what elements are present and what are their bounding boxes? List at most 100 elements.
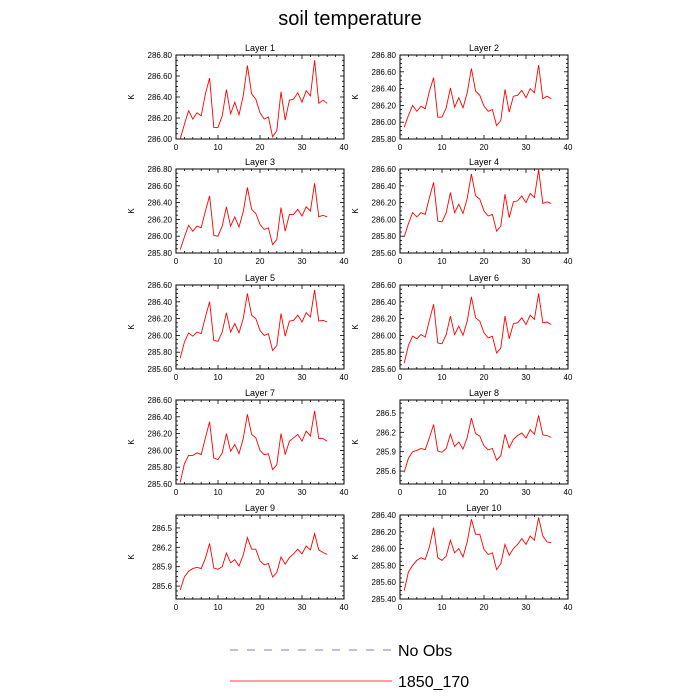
panel-2-ytick-label: 286.40	[372, 85, 397, 94]
panel-7-ytick-label: 286.20	[148, 430, 173, 439]
panel-1-xtick-label: 10	[214, 143, 223, 152]
panel-9-ylabel: K	[127, 554, 136, 560]
panel-7-ytick-label: 285.80	[148, 463, 173, 472]
panel-9-xtick-label: 40	[340, 603, 349, 612]
panel-8-xtick-label: 40	[564, 488, 573, 497]
panel-8-ytick-label: 286.5	[376, 409, 397, 418]
panel-2-ytick-label: 285.80	[372, 135, 397, 144]
panel-8-xtick-label: 30	[522, 488, 531, 497]
panel-5-xtick-label: 10	[214, 373, 223, 382]
panel-7-ytick-label: 286.00	[148, 446, 173, 455]
panel-9-title: Layer 9	[245, 503, 275, 513]
panel-8-xtick-label: 0	[398, 488, 403, 497]
panel-9-xtick-label: 20	[256, 603, 265, 612]
panel-1-title: Layer 1	[245, 43, 275, 53]
panel-7-series-line	[179, 410, 328, 483]
panel-10-series-line	[403, 517, 552, 591]
panel-8-ylabel: K	[351, 439, 360, 445]
panel-6-ytick-label: 286.40	[372, 298, 397, 307]
panel-3-frame	[175, 168, 345, 254]
panel-9-ytick-label: 285.6	[152, 582, 173, 591]
panel-5-ylabel: K	[127, 324, 136, 330]
panel-5-title: Layer 5	[245, 273, 275, 283]
panel-4-ytick-label: 286.20	[372, 199, 397, 208]
panel-6-series-line	[403, 293, 552, 364]
panel-7-xtick-label: 40	[340, 488, 349, 497]
panel-10-ytick-label: 286.40	[372, 511, 397, 520]
panel-7-ytick-label: 285.60	[148, 480, 173, 489]
panel-3-xtick-label: 0	[174, 257, 179, 266]
panel-5-xtick-label: 40	[340, 373, 349, 382]
panel-4-xtick-label: 20	[480, 257, 489, 266]
panel-6-xtick-label: 0	[398, 373, 403, 382]
panel-3-ytick-label: 286.80	[148, 165, 173, 174]
panel-1-ytick-label: 286.20	[148, 114, 173, 123]
panel-1-ytick-label: 286.40	[148, 93, 173, 102]
panel-6-ytick-label: 285.60	[372, 365, 397, 374]
panel-2-xtick-label: 20	[480, 143, 489, 152]
panel-8-frame	[399, 399, 569, 485]
panel-3-ylabel: K	[127, 208, 136, 214]
panel-6-xtick-label: 30	[522, 373, 531, 382]
panel-8-xtick-label: 20	[480, 488, 489, 497]
panel-2-ytick-label: 286.20	[372, 101, 397, 110]
panel-2-xtick-label: 30	[522, 143, 531, 152]
panel-8-ytick-label: 286.2	[376, 428, 397, 437]
panel-4-xtick-label: 30	[522, 257, 531, 266]
panel-8-series-line	[403, 415, 552, 473]
panel-9-xtick-label: 10	[214, 603, 223, 612]
panel-3-xtick-label: 10	[214, 257, 223, 266]
panel-6-xtick-label: 10	[438, 373, 447, 382]
panel-1-frame	[175, 54, 345, 140]
panel-6-frame	[399, 284, 569, 370]
panel-7-ylabel: K	[127, 439, 136, 445]
panel-4-ytick-label: 285.60	[372, 249, 397, 258]
panel-5-ytick-label: 285.60	[148, 365, 173, 374]
panel-1-xtick-label: 20	[256, 143, 265, 152]
panel-1-xtick-label: 30	[298, 143, 307, 152]
panel-5-xtick-label: 30	[298, 373, 307, 382]
panel-1-ytick-label: 286.60	[148, 72, 173, 81]
panel-10-xtick-label: 0	[398, 603, 403, 612]
panel-3-xtick-label: 30	[298, 257, 307, 266]
panel-2-xtick-label: 10	[438, 143, 447, 152]
panel-10-xtick-label: 40	[564, 603, 573, 612]
panel-4-ylabel: K	[351, 208, 360, 214]
panel-10-title: Layer 10	[466, 503, 501, 513]
panel-4-xtick-label: 10	[438, 257, 447, 266]
panel-7-ytick-label: 286.40	[148, 413, 173, 422]
panel-9-xtick-label: 30	[298, 603, 307, 612]
panel-3-title: Layer 3	[245, 157, 275, 167]
panel-4-title: Layer 4	[469, 157, 499, 167]
panel-1-xtick-label: 40	[340, 143, 349, 152]
panel-3-xtick-label: 20	[256, 257, 265, 266]
panel-2-series-line	[403, 65, 552, 128]
panel-10-ytick-label: 285.80	[372, 561, 397, 570]
panel-9-series-line	[179, 531, 328, 591]
panel-7-xtick-label: 30	[298, 488, 307, 497]
panel-7-ytick-label: 286.60	[148, 396, 173, 405]
panel-9-xtick-label: 0	[174, 603, 179, 612]
panel-1-ylabel: K	[127, 94, 136, 100]
panel-6-ytick-label: 286.60	[372, 281, 397, 290]
panel-1-ytick-label: 286.00	[148, 135, 173, 144]
panel-1-series-line	[179, 60, 328, 140]
panel-4-ytick-label: 286.60	[372, 165, 397, 174]
panel-2-xtick-label: 0	[398, 143, 403, 152]
panel-1-xtick-label: 0	[174, 143, 179, 152]
panel-9-ytick-label: 286.2	[152, 543, 173, 552]
panel-10-ytick-label: 286.20	[372, 528, 397, 537]
panel-4-ytick-label: 285.80	[372, 232, 397, 241]
panel-7-xtick-label: 20	[256, 488, 265, 497]
panel-10-ylabel: K	[351, 554, 360, 560]
panel-4-ytick-label: 286.00	[372, 215, 397, 224]
panel-10-xtick-label: 10	[438, 603, 447, 612]
panel-5-series-line	[179, 289, 328, 359]
panel-6-title: Layer 6	[469, 273, 499, 283]
panel-7-title: Layer 7	[245, 388, 275, 398]
chart-title: soil temperature	[278, 8, 422, 30]
panel-2-ytick-label: 286.60	[372, 68, 397, 77]
panel-10-xtick-label: 20	[480, 603, 489, 612]
panel-5-xtick-label: 20	[256, 373, 265, 382]
